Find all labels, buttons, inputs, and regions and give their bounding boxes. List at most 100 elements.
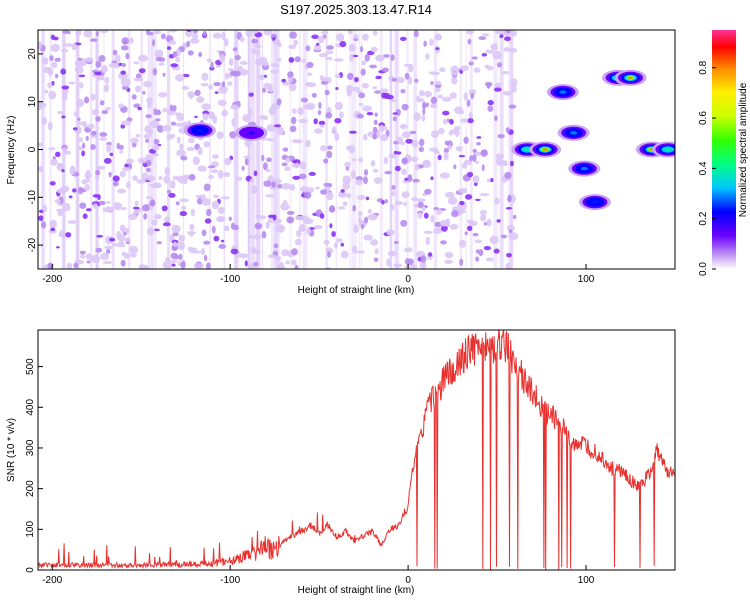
- noise-speck: [105, 106, 112, 111]
- spectral-feature: [529, 141, 562, 158]
- noise-streak: [90, 30, 93, 269]
- noise-speck: [394, 165, 401, 172]
- noise-speck: [125, 158, 134, 164]
- noise-speck: [353, 224, 359, 234]
- noise-speck: [501, 71, 510, 75]
- noise-speck: [223, 225, 230, 232]
- noise-speck: [489, 235, 499, 245]
- noise-speck: [156, 241, 162, 245]
- noise-speck: [77, 117, 81, 121]
- noise-speck: [117, 188, 126, 194]
- noise-speck: [354, 77, 359, 83]
- noise-speck: [47, 121, 53, 131]
- noise-speck: [308, 171, 316, 176]
- noise-speck: [317, 35, 325, 44]
- noise-speck: [151, 219, 158, 226]
- noise-speck: [76, 98, 85, 108]
- noise-speck: [414, 78, 419, 83]
- noise-speck: [474, 239, 483, 244]
- noise-speck: [86, 260, 91, 264]
- noise-speck: [170, 252, 178, 260]
- noise-speck: [248, 92, 254, 97]
- noise-speck: [228, 216, 232, 221]
- noise-speck: [483, 246, 492, 251]
- noise-speck: [108, 171, 112, 178]
- noise-streak: [495, 30, 498, 269]
- noise-speck: [152, 152, 160, 157]
- noise-speck: [480, 149, 488, 157]
- noise-speck: [475, 256, 480, 262]
- noise-speck: [101, 110, 109, 115]
- noise-speck: [442, 96, 452, 102]
- noise-speck: [63, 203, 71, 212]
- noise-speck: [53, 36, 59, 41]
- noise-speck: [251, 185, 258, 195]
- noise-speck: [440, 240, 447, 245]
- noise-speck: [105, 235, 113, 245]
- noise-speck: [119, 144, 124, 150]
- noise-speck: [329, 223, 333, 229]
- noise-speck: [471, 56, 478, 60]
- noise-speck: [356, 90, 362, 94]
- noise-speck: [78, 137, 84, 143]
- noise-speck: [38, 102, 47, 108]
- noise-speck: [221, 31, 226, 40]
- noise-speck: [149, 200, 156, 207]
- noise-speck: [400, 89, 406, 94]
- noise-speck: [342, 181, 351, 191]
- noise-speck: [61, 115, 66, 119]
- noise-speck: [458, 189, 468, 194]
- noise-speck: [272, 214, 277, 221]
- noise-speck: [433, 227, 443, 234]
- noise-speck: [300, 161, 307, 170]
- colorbar-tick-label: 0.0: [698, 262, 709, 276]
- noise-speck: [467, 118, 474, 124]
- noise-speck: [289, 184, 296, 191]
- noise-speck: [208, 111, 215, 120]
- noise-streak: [95, 30, 100, 269]
- noise-speck: [77, 186, 84, 195]
- noise-speck: [364, 53, 370, 62]
- noise-speck: [61, 92, 68, 102]
- colorbar: 0.0 0.2 0.4 0.6 0.8 Normalized spectral ampl…: [698, 30, 749, 276]
- noise-speck: [496, 219, 501, 223]
- noise-streak: [42, 30, 46, 269]
- noise-speck: [129, 245, 138, 254]
- noise-speck: [443, 151, 449, 161]
- noise-speck: [379, 88, 389, 93]
- x-tick-label: 0: [405, 274, 411, 285]
- noise-speck: [336, 238, 343, 243]
- noise-speck: [335, 87, 339, 90]
- snr-frame: [37, 329, 676, 571]
- noise-speck: [194, 115, 198, 119]
- noise-speck: [479, 193, 490, 197]
- noise-speck: [363, 176, 368, 185]
- noise-speck: [334, 132, 340, 141]
- noise-speck: [418, 98, 425, 103]
- noise-speck: [476, 249, 480, 254]
- noise-speck: [291, 139, 300, 143]
- noise-speck: [494, 30, 503, 35]
- noise-speck: [121, 251, 127, 257]
- noise-speck: [47, 82, 53, 89]
- noise-speck: [143, 133, 151, 140]
- noise-speck: [484, 81, 493, 87]
- noise-speck: [444, 259, 453, 264]
- noise-speck: [65, 232, 72, 238]
- noise-speck: [392, 112, 398, 115]
- noise-speck: [79, 250, 86, 255]
- noise-speck: [423, 230, 433, 234]
- noise-speck: [374, 248, 379, 255]
- snr-series-line: [38, 330, 675, 570]
- noise-speck: [251, 38, 259, 44]
- noise-speck: [95, 174, 100, 180]
- noise-speck: [458, 239, 466, 248]
- noise-speck: [382, 67, 389, 73]
- noise-speck: [170, 121, 177, 126]
- noise-speck: [386, 229, 395, 236]
- noise-speck: [319, 213, 325, 219]
- noise-speck: [81, 179, 88, 185]
- noise-streak: [305, 30, 308, 269]
- noise-speck: [202, 30, 207, 37]
- noise-streak: [358, 30, 361, 269]
